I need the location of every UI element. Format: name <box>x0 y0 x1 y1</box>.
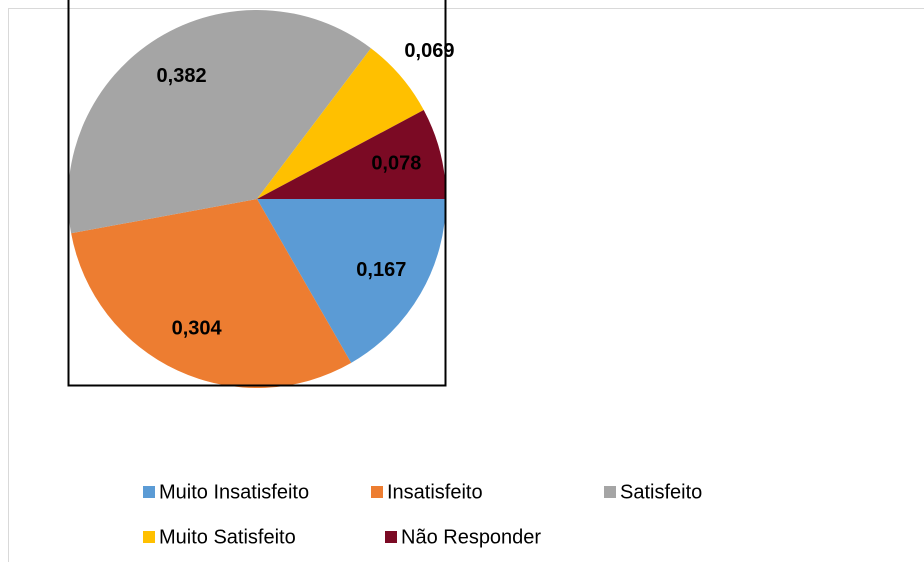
legend-swatch <box>371 486 383 498</box>
data-label: 0,167 <box>356 259 406 281</box>
legend-swatch <box>385 531 397 543</box>
pie <box>67 10 446 389</box>
legend-swatch <box>604 486 616 498</box>
data-labels: 0,167 0,304 0,382 0,069 0,078 <box>157 40 455 340</box>
legend-label: Não Responder <box>401 526 541 548</box>
legend: Muito Insatisfeito Insatisfeito Satisfeito… <box>143 481 702 548</box>
legend-label: Satisfeito <box>620 481 702 503</box>
data-label: 0,078 <box>371 152 421 174</box>
pie-slice <box>71 199 352 389</box>
data-label: 0,069 <box>404 40 454 62</box>
legend-swatch <box>143 486 155 498</box>
legend-swatch <box>143 531 155 543</box>
pie-slice <box>257 110 446 199</box>
pie-slice <box>67 10 371 234</box>
legend-label: Muito Insatisfeito <box>159 481 309 503</box>
data-label: 0,382 <box>157 65 207 87</box>
pie-slice <box>257 199 446 363</box>
legend-label: Muito Satisfeito <box>159 526 296 548</box>
chart-frame <box>8 8 924 562</box>
data-label: 0,304 <box>172 318 223 340</box>
pie-slice <box>257 48 424 199</box>
plot-frame <box>67 0 447 387</box>
legend-label: Insatisfeito <box>387 481 483 503</box>
